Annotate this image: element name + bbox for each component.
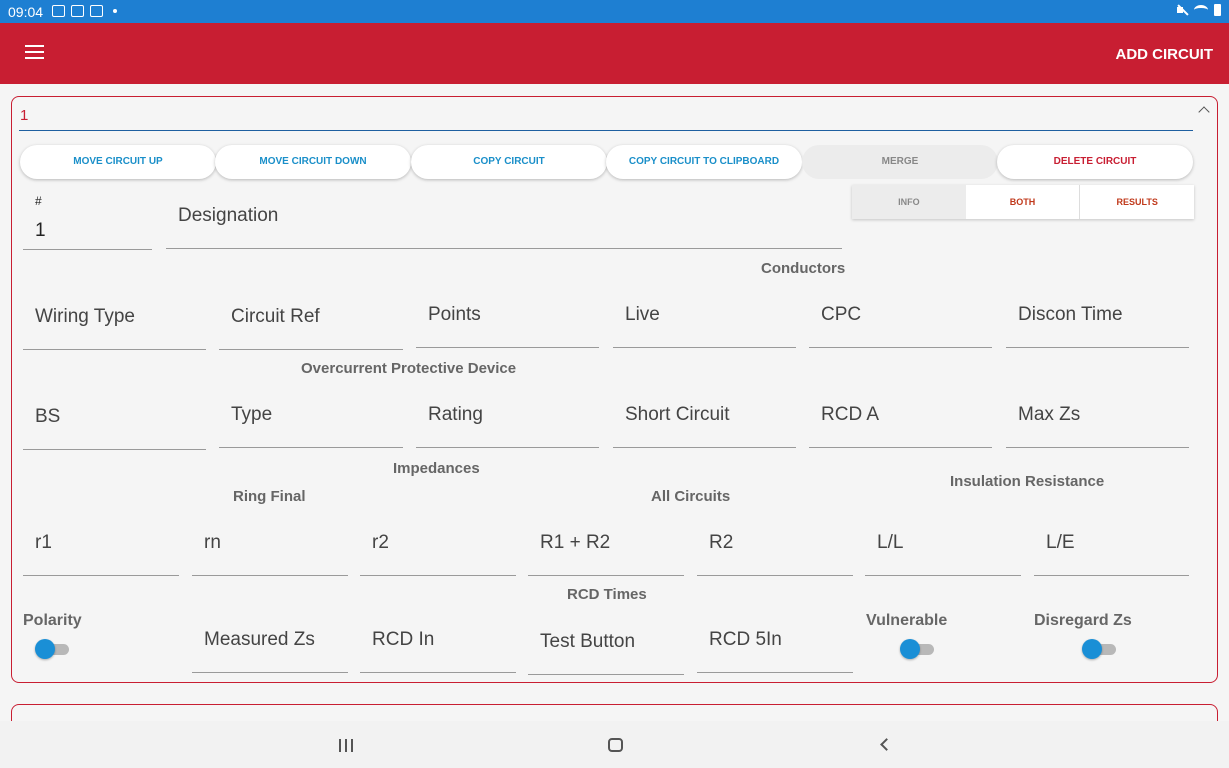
polarity-label: Polarity <box>23 612 82 629</box>
rn-field[interactable]: rn <box>192 515 348 576</box>
ring-final-heading: Ring Final <box>233 488 306 505</box>
designation-field[interactable]: Designation <box>166 190 842 249</box>
rating-field[interactable]: Rating <box>416 390 599 448</box>
impedances-heading: Impedances <box>393 460 480 477</box>
max-zs-field[interactable]: Max Zs <box>1006 390 1189 448</box>
system-nav-bar <box>0 721 1229 768</box>
conductors-heading: Conductors <box>761 260 846 277</box>
move-circuit-up-button[interactable]: MOVE CIRCUIT UP <box>20 145 216 179</box>
ocpd-heading: Overcurrent Protective Device <box>301 360 517 377</box>
discon-time-field[interactable]: Discon Time <box>1006 290 1189 348</box>
r1-field[interactable]: r1 <box>23 515 179 576</box>
battery-icon <box>1214 4 1221 16</box>
type-field[interactable]: Type <box>219 390 403 448</box>
points-field[interactable]: Points <box>416 290 599 348</box>
insulation-le-field[interactable]: L/E <box>1034 515 1189 576</box>
rcd-5in-field[interactable]: RCD 5In <box>697 612 853 673</box>
polarity-toggle[interactable] <box>35 639 69 659</box>
wiring-type-field[interactable]: Wiring Type <box>23 290 206 350</box>
chevron-up-icon[interactable] <box>1198 106 1210 118</box>
move-circuit-down-button[interactable]: MOVE CIRCUIT DOWN <box>215 145 411 179</box>
short-circuit-field[interactable]: Short Circuit <box>613 390 796 448</box>
r1-plus-r2-field[interactable]: R1 + R2 <box>528 515 684 576</box>
rcd-times-heading: RCD Times <box>567 586 647 603</box>
rcd-in-field[interactable]: RCD In <box>360 612 516 673</box>
add-circuit-button[interactable]: ADD CIRCUIT <box>1115 46 1214 63</box>
r2-all-field[interactable]: R2 <box>697 515 853 576</box>
circuit-number-input[interactable]: 1 <box>35 220 46 241</box>
status-time: 09:04 <box>8 4 44 20</box>
wifi-icon <box>1194 5 1208 15</box>
circuit-title-underline <box>19 130 1193 131</box>
disregard-zs-toggle[interactable] <box>1082 639 1116 659</box>
test-button-field[interactable]: Test Button <box>528 612 684 675</box>
view-info-tab[interactable]: INFO <box>852 185 966 219</box>
all-circuits-heading: All Circuits <box>651 488 731 505</box>
mute-icon <box>1176 4 1188 16</box>
mail-notification-icon <box>90 5 103 17</box>
circuit-ref-field[interactable]: Circuit Ref <box>219 290 403 350</box>
copy-to-clipboard-button[interactable]: COPY CIRCUIT TO CLIPBOARD <box>606 145 802 179</box>
measured-zs-field[interactable]: Measured Zs <box>192 612 348 673</box>
insulation-resistance-heading: Insulation Resistance <box>950 473 1105 490</box>
r2-field[interactable]: r2 <box>360 515 516 576</box>
menu-icon[interactable] <box>25 45 44 61</box>
vulnerable-toggle[interactable] <box>900 639 934 659</box>
back-icon[interactable] <box>880 738 893 751</box>
circuit-title[interactable]: 1 <box>20 107 29 124</box>
insulation-ll-field[interactable]: L/L <box>865 515 1021 576</box>
copy-circuit-button[interactable]: COPY CIRCUIT <box>411 145 607 179</box>
recent-apps-icon[interactable] <box>339 739 353 752</box>
rcd-a-field[interactable]: RCD A <box>809 390 992 448</box>
cpc-field[interactable]: CPC <box>809 290 992 348</box>
more-notifications-icon <box>113 9 117 13</box>
disregard-zs-label: Disregard Zs <box>1034 612 1132 629</box>
bs-field[interactable]: BS <box>23 390 206 450</box>
home-icon[interactable] <box>608 738 623 752</box>
status-bar: 09:04 <box>0 0 1229 23</box>
view-both-tab[interactable]: BOTH <box>965 185 1080 219</box>
merge-button[interactable]: MERGE <box>802 145 998 179</box>
vulnerable-label: Vulnerable <box>866 612 948 629</box>
view-toggle: INFO BOTH RESULTS <box>852 185 1195 219</box>
app-bar: ADD CIRCUIT <box>0 23 1229 84</box>
circuit-number-label: # <box>35 194 42 208</box>
calendar-notification-icon <box>71 5 84 17</box>
gallery-notification-icon <box>52 5 65 17</box>
view-results-tab[interactable]: RESULTS <box>1079 185 1195 219</box>
live-field[interactable]: Live <box>613 290 796 348</box>
delete-circuit-button[interactable]: DELETE CIRCUIT <box>997 145 1193 179</box>
